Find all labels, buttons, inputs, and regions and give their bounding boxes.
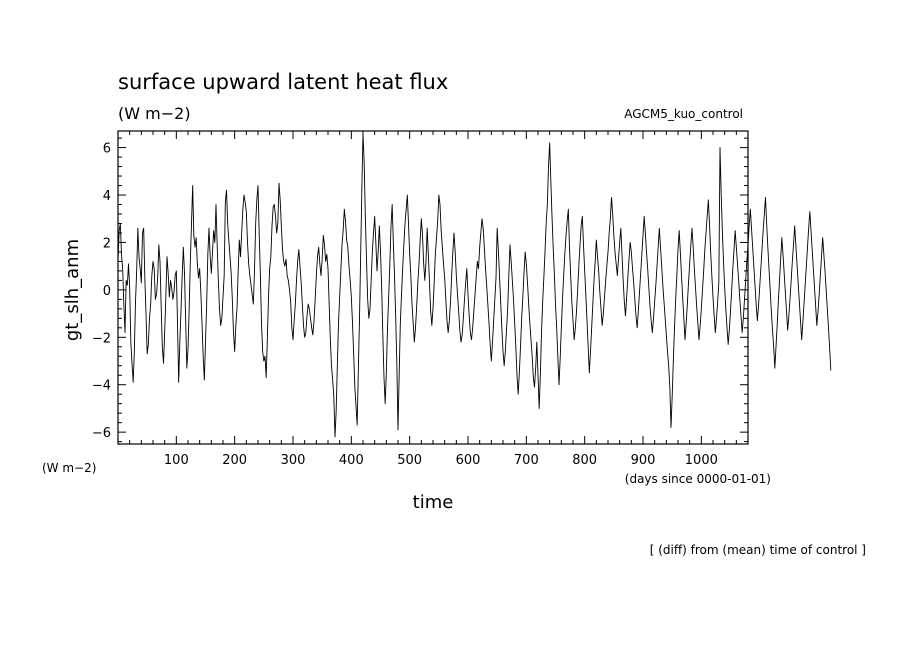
series-line bbox=[117, 132, 832, 438]
y-tick-label: −6 bbox=[92, 426, 111, 441]
x-tick-label: 1000 bbox=[685, 453, 718, 468]
x-tick-label: 100 bbox=[164, 453, 189, 468]
y-tick-label: 6 bbox=[103, 142, 111, 157]
x-tick-label: 600 bbox=[456, 453, 481, 468]
y-axis-units: (W m−2) bbox=[42, 461, 96, 475]
footnote: [ (diff) from (mean) time of control ] bbox=[650, 543, 866, 557]
plot-frame bbox=[117, 130, 749, 445]
chart-title: surface upward latent heat flux bbox=[118, 70, 448, 94]
x-tick-label: 500 bbox=[397, 453, 422, 468]
y-tick-label: 4 bbox=[103, 189, 111, 204]
y-tick-label: 0 bbox=[103, 284, 111, 299]
x-tick-label: 700 bbox=[514, 453, 539, 468]
x-axis-label: time bbox=[413, 492, 454, 513]
title-units: (W m−2) bbox=[118, 104, 191, 123]
y-axis-label: gt_slh_anm bbox=[62, 239, 83, 341]
y-tick-label: −2 bbox=[92, 331, 111, 346]
x-tick-label: 900 bbox=[631, 453, 656, 468]
x-tick-label: 300 bbox=[281, 453, 306, 468]
x-tick-label: 400 bbox=[339, 453, 364, 468]
y-tick-label: 2 bbox=[103, 236, 111, 251]
plot-area: 100 200 300 400 500 600 700 800 900 1000 −6 −4 −2 0 2 4… bbox=[92, 130, 832, 468]
experiment-label: AGCM5_kuo_control bbox=[624, 107, 743, 121]
x-tick-label: 200 bbox=[222, 453, 247, 468]
x-tick-label: 800 bbox=[572, 453, 597, 468]
y-tick-label: −4 bbox=[92, 379, 111, 394]
x-axis-units: (days since 0000-01-01) bbox=[625, 472, 771, 486]
